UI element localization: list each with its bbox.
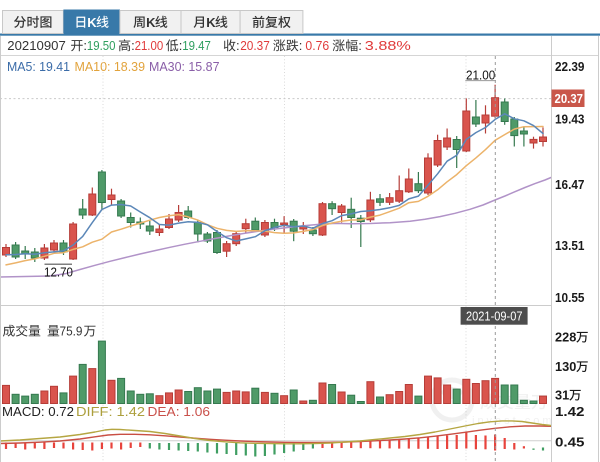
svg-text::: : — [131, 38, 135, 53]
svg-text:K: K — [87, 15, 97, 30]
svg-text:3.88%: 3.88% — [365, 39, 411, 53]
svg-text:21.00: 21.00 — [135, 39, 164, 53]
svg-text:DIFF: 1.42: DIFF: 1.42 — [76, 404, 145, 419]
svg-text:10.55: 10.55 — [555, 290, 585, 305]
svg-text:20210907: 20210907 — [7, 38, 66, 53]
svg-text:12.70: 12.70 — [44, 265, 73, 280]
svg-text:0.76: 0.76 — [305, 39, 329, 53]
svg-text:0.45: 0.45 — [555, 435, 585, 450]
svg-text::: : — [358, 38, 362, 53]
svg-text:21.00: 21.00 — [466, 67, 495, 82]
svg-text::: : — [179, 38, 183, 53]
svg-text:K: K — [146, 15, 156, 30]
svg-text:228: 228 — [555, 330, 576, 345]
svg-text:20.37: 20.37 — [240, 39, 270, 53]
svg-text:31: 31 — [555, 388, 569, 403]
svg-text:13.51: 13.51 — [555, 238, 585, 253]
svg-text:MA30: 15.87: MA30: 15.87 — [149, 59, 220, 74]
svg-text:MA10: 18.39: MA10: 18.39 — [75, 59, 146, 74]
svg-text:22.39: 22.39 — [555, 59, 585, 74]
svg-text:19.43: 19.43 — [555, 112, 585, 127]
svg-text:130: 130 — [555, 359, 576, 374]
svg-text:1.42: 1.42 — [555, 404, 585, 419]
svg-text:20.37: 20.37 — [555, 91, 584, 106]
svg-text:19.47: 19.47 — [182, 39, 211, 53]
svg-text:75.9: 75.9 — [60, 324, 83, 339]
svg-text:16.47: 16.47 — [555, 177, 585, 192]
svg-text::: : — [299, 38, 303, 53]
svg-text:K: K — [206, 15, 216, 30]
svg-text:DEA: 1.06: DEA: 1.06 — [148, 404, 211, 419]
svg-text::: : — [236, 38, 240, 53]
svg-text:MACD: 0.72: MACD: 0.72 — [2, 404, 74, 419]
svg-text:2021-09-07: 2021-09-07 — [466, 310, 523, 324]
svg-text::: : — [83, 38, 87, 53]
svg-text:19.50: 19.50 — [87, 39, 116, 53]
svg-text:MA5: 19.41: MA5: 19.41 — [7, 59, 70, 74]
